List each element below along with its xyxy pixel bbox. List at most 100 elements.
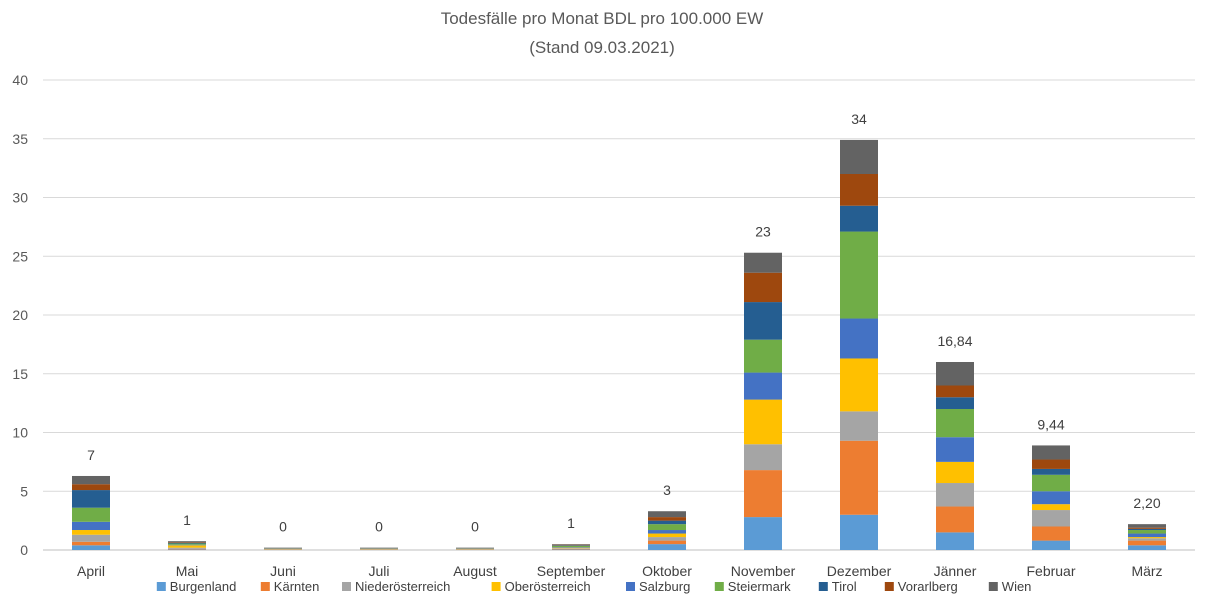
legend: Burgenland Kärnten Niederösterreich Oberöst… <box>156 579 1032 594</box>
bar-segment-burgenland <box>744 517 782 550</box>
bar-segment-burgenland <box>1128 545 1166 550</box>
x-category-label: Juli <box>368 563 389 579</box>
x-category-label: Oktober <box>642 563 692 579</box>
y-tick-label: 40 <box>12 72 28 88</box>
bar-segment-tirol <box>72 490 110 508</box>
bar-segment-tirol <box>744 302 782 340</box>
bar-segment-burgenland <box>936 532 974 550</box>
bar-segment-steiermark <box>648 524 686 531</box>
bar-segment-niederösterreich <box>936 483 974 507</box>
total-label: 1 <box>567 515 575 531</box>
bar-segment-steiermark <box>168 543 206 545</box>
bar-segment-steiermark <box>552 545 590 548</box>
bar-segment-niederösterreich <box>744 444 782 471</box>
x-category-label: April <box>77 563 105 579</box>
bar-segment-burgenland <box>1032 540 1070 550</box>
total-label: 7 <box>87 447 95 463</box>
bar-segment-niederösterreich <box>552 548 590 549</box>
total-label: 3 <box>663 482 671 498</box>
legend-label: Salzburg <box>639 579 690 594</box>
bar-segment-kärnten <box>168 548 206 550</box>
bar-segment-wien <box>840 139 878 174</box>
bar-segment-tirol <box>840 205 878 232</box>
bar-segment-vorarlberg <box>168 542 206 543</box>
bar-segment-vorarlberg <box>72 484 110 491</box>
total-label: 0 <box>279 519 287 535</box>
bar-segment-vorarlberg <box>744 272 782 303</box>
bar-segment-oberösterreich <box>72 530 110 535</box>
x-category-label: August <box>453 563 497 579</box>
bar-segment-vorarlberg <box>936 385 974 398</box>
legend-label: Vorarlberg <box>898 579 958 594</box>
total-labels: 7 1 0 0 0 1 3 23 34 16,84 9,44 2,20 <box>87 111 1161 535</box>
y-tick-label: 15 <box>12 366 28 382</box>
bar-segment-oberösterreich <box>744 399 782 445</box>
bar-segment-burgenland <box>168 549 206 550</box>
bar-segment-salzburg <box>648 530 686 534</box>
bar-segment-kärnten <box>648 540 686 545</box>
bar-segment-vorarlberg <box>1032 459 1070 469</box>
bar-segment-steiermark <box>744 339 782 373</box>
bar-segment-salzburg <box>1128 533 1166 538</box>
x-category-label: November <box>731 563 796 579</box>
bar-segment-salzburg <box>744 372 782 400</box>
bar-segment-oberösterreich <box>840 358 878 412</box>
legend-swatch-burgenland <box>156 582 166 591</box>
x-category-label: Dezember <box>827 563 892 579</box>
bar-segment-niederösterreich <box>840 411 878 441</box>
bar-segment-salzburg <box>936 437 974 462</box>
bar-segment-salzburg <box>168 544 206 546</box>
legend-swatch-tirol <box>818 582 828 591</box>
legend-swatch-steiermark <box>714 582 724 591</box>
y-axis-tick-labels: 0 5 10 15 20 25 30 35 40 <box>12 72 28 558</box>
bar-segment-wien <box>1032 445 1070 460</box>
bar-segment-oberösterreich <box>1128 537 1166 539</box>
bar-segment-vorarlberg <box>840 174 878 206</box>
bar-segment-vorarlberg <box>648 517 686 521</box>
y-tick-label: 30 <box>12 190 28 206</box>
bar-segment-tirol <box>1032 468 1070 475</box>
x-category-label: März <box>1131 563 1162 579</box>
bars <box>72 139 1166 550</box>
legend-label: Oberösterreich <box>505 579 591 594</box>
bar-segment-wien <box>744 252 782 273</box>
bar-segment-kärnten <box>72 541 110 546</box>
bar-segment-oberösterreich <box>552 547 590 549</box>
legend-label: Wien <box>1002 579 1032 594</box>
chart-title-line-2: (Stand 09.03.2021) <box>529 38 675 57</box>
total-label: 9,44 <box>1037 416 1064 432</box>
bar-segment-wien <box>72 475 110 485</box>
x-category-label: September <box>537 563 606 579</box>
bar-segment-steiermark <box>72 507 110 522</box>
bar-segment-kärnten <box>744 470 782 518</box>
bar-segment-oberösterreich <box>936 461 974 484</box>
bar-segment-oberösterreich <box>1032 504 1070 511</box>
bar-segment-wien <box>552 544 590 545</box>
bar-segment-burgenland <box>840 514 878 550</box>
bar-segment-burgenland <box>72 545 110 550</box>
gridlines <box>43 79 1195 551</box>
x-category-label: Februar <box>1026 563 1075 579</box>
legend-swatch-wien <box>988 582 998 591</box>
bar-segment-niederösterreich <box>168 547 206 549</box>
y-tick-label: 10 <box>12 425 28 441</box>
bar-segment-vorarlberg <box>1128 527 1166 529</box>
x-category-label: Jänner <box>934 563 977 579</box>
bar-segment-oberösterreich <box>648 533 686 538</box>
legend-label: Steiermark <box>728 579 791 594</box>
bar-segment-wien <box>168 541 206 543</box>
bar-segment-niederösterreich <box>1032 510 1070 527</box>
legend-label: Tirol <box>832 579 857 594</box>
bar-segment-salzburg <box>552 547 590 548</box>
bar-segment-steiermark <box>1032 474 1070 492</box>
bar-segment-steiermark <box>936 409 974 438</box>
x-category-label: Juni <box>270 563 296 579</box>
total-label: 16,84 <box>937 333 972 349</box>
bar-segment-salzburg <box>1032 491 1070 505</box>
legend-swatch-niederösterreich <box>342 582 351 591</box>
bar-segment-tirol <box>648 520 686 525</box>
bar-segment-tirol <box>936 397 974 409</box>
bar-segment-vorarlberg <box>552 544 590 546</box>
legend-swatch-kärnten <box>260 582 270 591</box>
bar-segment-salzburg <box>840 318 878 359</box>
